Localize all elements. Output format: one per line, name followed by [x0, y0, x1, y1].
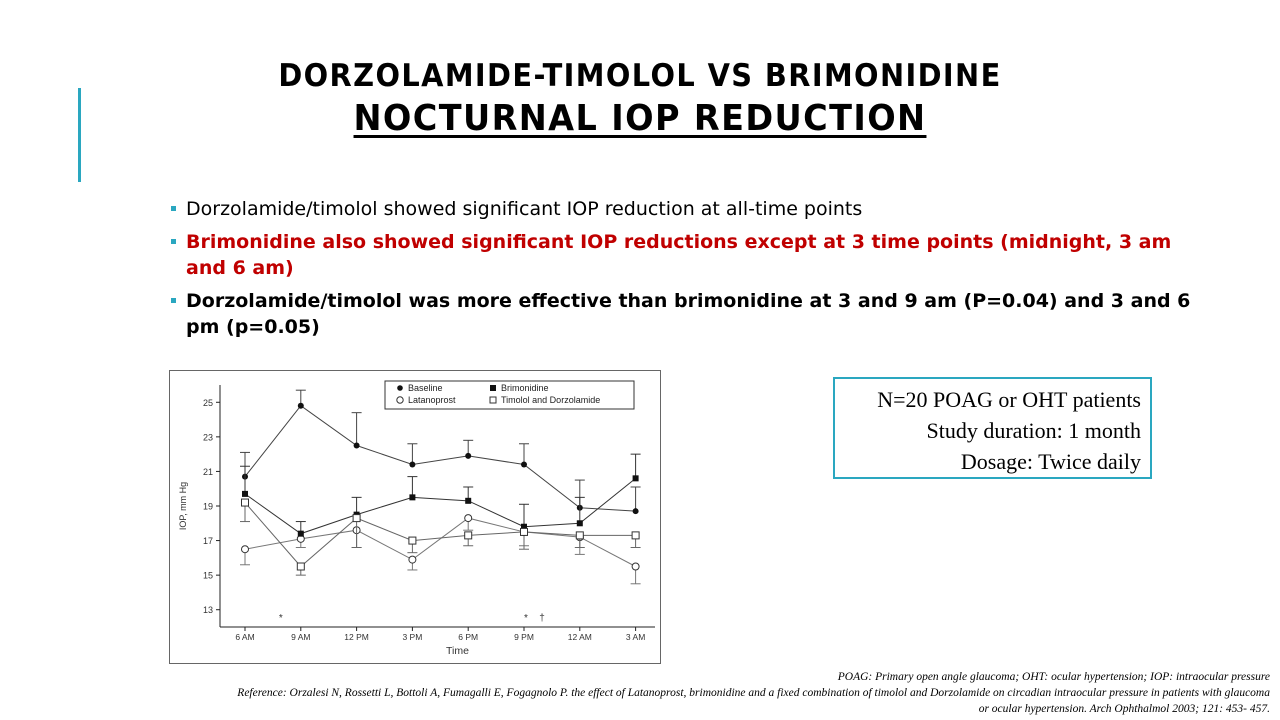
legend-label: Brimonidine — [501, 383, 549, 393]
legend-marker — [489, 396, 497, 404]
data-point — [352, 514, 361, 523]
bullet-text: Dorzolamide/timolol was more effective t… — [186, 290, 1191, 338]
legend-marker — [490, 385, 496, 391]
title-line-1: DORZOLAMIDE-TIMOLOL VS BRIMONIDINE — [278, 58, 1002, 94]
x-tick-label: 3 PM — [402, 632, 422, 642]
data-point — [465, 497, 472, 504]
data-point — [408, 536, 417, 545]
data-point — [296, 562, 305, 571]
data-point — [521, 461, 527, 468]
study-info-box: N=20 POAG or OHT patients Study duration… — [833, 377, 1152, 479]
y-tick-label: 13 — [203, 605, 213, 615]
x-tick-label: 3 AM — [626, 632, 645, 642]
x-tick-label: 9 AM — [291, 632, 310, 642]
legend-label: Timolol and Dorzolamide — [501, 395, 600, 405]
significance-mark: * — [524, 613, 528, 624]
title-line-2: NOCTURNAL IOP REDUCTION — [353, 98, 927, 139]
legend-marker — [397, 385, 403, 391]
y-axis-label: IOP, mm Hg — [178, 482, 188, 530]
data-point — [631, 531, 640, 540]
bullet-marker — [171, 298, 176, 303]
legend-label: Latanoprost — [408, 395, 456, 405]
chart-legend: Baseline Brimonidine Latanoprost Timolol an… — [384, 380, 635, 410]
x-tick-label: 12 AM — [568, 632, 592, 642]
data-point — [242, 490, 248, 497]
x-axis-label: Time — [446, 645, 469, 657]
data-point — [576, 520, 583, 527]
data-point — [408, 555, 417, 564]
y-tick-label: 15 — [203, 571, 213, 581]
bullet-marker — [171, 239, 176, 244]
abbreviations-footnote: POAG: Primary open angle glaucoma; OHT: … — [837, 671, 1270, 683]
data-point — [631, 562, 640, 571]
x-tick-label: 6 PM — [458, 632, 478, 642]
data-point — [632, 508, 639, 515]
data-point — [575, 531, 584, 540]
x-tick-label: 9 PM — [514, 632, 534, 642]
y-tick-label: 17 — [203, 536, 213, 546]
series-line-timolol-and-dorzolamide — [244, 502, 636, 568]
data-point — [297, 402, 304, 409]
series-line-latanoprost — [244, 517, 636, 567]
data-point — [632, 475, 639, 482]
y-tick-label: 25 — [203, 398, 213, 408]
y-tick-label: 19 — [203, 502, 213, 512]
info-line-dosage: Dosage: Twice daily — [960, 449, 1141, 474]
data-point — [409, 461, 416, 468]
data-point — [409, 494, 416, 501]
chart-svg: 13 15 17 19 21 23 25 IOP, mm Hg 6 AM 9 AM 12 PM 3 P… — [178, 380, 655, 657]
bullet-list: Dorzolamide/timolol showed significant I… — [170, 196, 1210, 347]
x-tick-label: 12 PM — [344, 632, 369, 642]
data-point — [464, 514, 473, 523]
y-tick-label: 23 — [203, 432, 213, 442]
legend-marker — [396, 396, 404, 404]
significance-mark: * — [279, 613, 283, 624]
bullet-marker — [171, 206, 176, 211]
reference-footnote: Reference: Orzalesi N, Rossetti L, Botto… — [237, 687, 1270, 715]
info-line-duration: Study duration: 1 month — [926, 418, 1142, 443]
data-point — [241, 545, 249, 554]
legend-label: Baseline — [408, 383, 443, 393]
bullet-text: Dorzolamide/timolol showed significant I… — [186, 198, 863, 220]
info-line-patients: N=20 POAG or OHT patients — [877, 387, 1141, 412]
data-point — [465, 452, 472, 459]
series-line-brimonidine — [244, 477, 636, 535]
data-point — [241, 498, 249, 507]
y-tick-label: 21 — [203, 467, 213, 477]
x-tick-label: 6 AM — [235, 632, 254, 642]
significance-mark: † — [539, 613, 545, 624]
legend-box — [384, 380, 635, 410]
iop-chart: 13 15 17 19 21 23 25 IOP, mm Hg 6 AM 9 AM 12 PM 3 P… — [169, 370, 661, 664]
accent-bar — [78, 88, 81, 182]
data-point — [353, 442, 360, 449]
bullet-item: Dorzolamide/timolol showed significant I… — [170, 196, 1210, 222]
data-point — [464, 531, 473, 540]
bullet-text: Brimonidine also showed significant IOP … — [186, 231, 1172, 279]
bullet-item: Brimonidine also showed significant IOP … — [170, 229, 1210, 281]
data-point — [520, 527, 528, 536]
data-point — [521, 523, 527, 530]
data-point — [297, 530, 304, 537]
bullet-item: Dorzolamide/timolol was more effective t… — [170, 288, 1210, 340]
series-line-baseline — [244, 405, 636, 512]
slide-title: DORZOLAMIDE-TIMOLOL VS BRIMONIDINE NOCTU… — [0, 56, 1280, 142]
